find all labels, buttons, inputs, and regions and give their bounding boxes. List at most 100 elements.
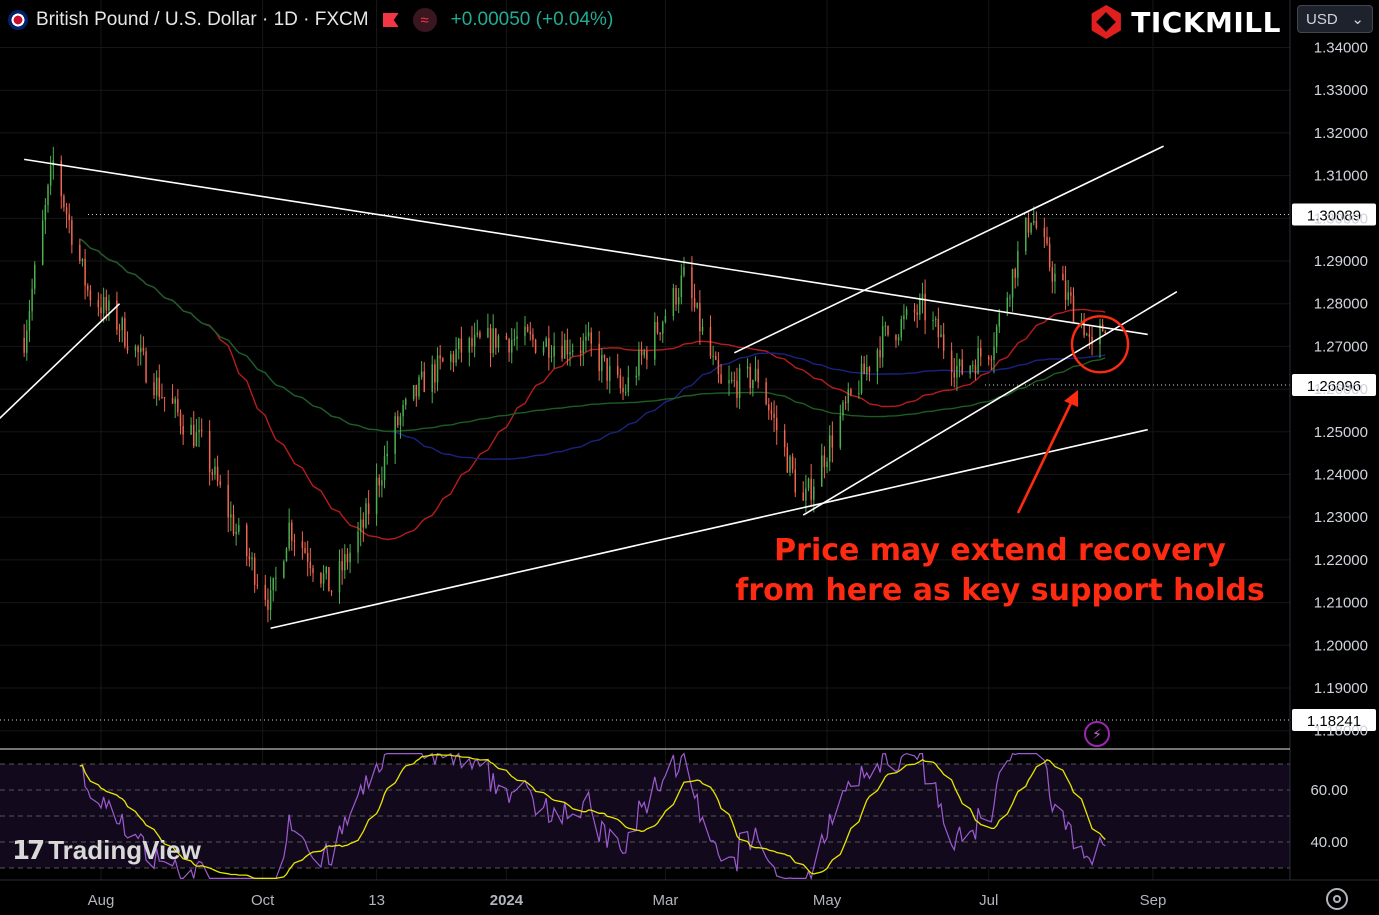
candle-body (49, 166, 52, 186)
candle-body (471, 338, 473, 347)
candle-body (81, 258, 84, 262)
trendlines[interactable] (0, 145, 1178, 630)
candle-body (328, 567, 330, 592)
candle-body (497, 336, 500, 348)
candle-body (344, 554, 346, 571)
trendline (0, 303, 121, 420)
candle-body (563, 339, 566, 359)
candle-body (362, 519, 365, 528)
candle-body (97, 300, 100, 308)
candle-body (1043, 227, 1046, 238)
candle-body (757, 368, 759, 383)
flag-icon[interactable] (382, 13, 399, 27)
candle-body (341, 561, 343, 571)
symbol-header: British Pound / U.S. Dollar · 1D · FXCM … (8, 6, 613, 34)
candle-body (330, 591, 333, 593)
candle-body (701, 326, 704, 332)
candle-body (585, 336, 587, 341)
candle-body (190, 424, 192, 435)
currency-select[interactable]: USD ⌄ (1297, 5, 1373, 33)
candle-body (916, 312, 918, 315)
trendline (802, 291, 1178, 516)
y-tick-label: 1.31000 (1314, 168, 1368, 185)
candle-body (942, 334, 945, 351)
symbol-title[interactable]: British Pound / U.S. Dollar · 1D · FXCM (36, 9, 369, 30)
price-label-box (1292, 709, 1376, 731)
candle-body (124, 318, 126, 347)
candle-body (550, 356, 553, 358)
candle-body (643, 351, 645, 356)
x-tick-label: Jul (979, 892, 998, 909)
candle-body (476, 332, 479, 335)
candle-body (821, 455, 823, 487)
candle-body (601, 355, 603, 371)
candle-body (1017, 251, 1019, 278)
candle-body (738, 368, 741, 398)
candle-body (516, 336, 518, 340)
candle-body (736, 380, 738, 398)
candle-body (1051, 267, 1054, 282)
trendline (733, 145, 1164, 354)
candle-body (248, 556, 251, 560)
candle-body (89, 290, 92, 301)
candle-body (810, 478, 812, 500)
annotation-line-2: from here as key support holds (735, 573, 1264, 608)
candle-body (765, 382, 767, 405)
candle-body (291, 522, 293, 541)
candle-body (990, 359, 993, 361)
candle-body (238, 525, 240, 532)
candle-body (412, 385, 415, 400)
tickmill-logo: TICKMILL (1089, 4, 1281, 40)
candle-body (598, 343, 600, 371)
candle-body (638, 350, 640, 376)
y-tick-label: 1.29000 (1314, 253, 1368, 270)
candle-body (940, 334, 942, 338)
candle-body (730, 380, 733, 382)
candle-body (208, 431, 211, 473)
y-tick-label: 1.24000 (1314, 467, 1368, 484)
candle-body (264, 584, 267, 600)
tradingview-watermark: 𝟭𝟳 TradingView (12, 835, 201, 866)
y-tick-label: 1.32000 (1314, 125, 1368, 142)
candle-body (606, 358, 608, 381)
candle-body (1030, 222, 1032, 233)
candle-body (26, 330, 28, 353)
wave-icon[interactable]: ≈ (412, 8, 437, 32)
candle-body (436, 355, 439, 383)
candle-body (805, 488, 807, 501)
candle-body (677, 297, 680, 305)
rsi-panel: 60.00 40.00 (0, 752, 1348, 881)
candle-body (897, 337, 900, 341)
candle-body (903, 315, 905, 320)
candle-body (1046, 237, 1048, 244)
candle-body (972, 365, 974, 367)
settings-icon[interactable] (1326, 888, 1348, 910)
y-tick-label: 1.34000 (1314, 40, 1368, 57)
candle-body (831, 435, 834, 448)
candle-body (813, 486, 815, 500)
candle-body (460, 338, 463, 353)
candle-body (590, 332, 592, 344)
candle-body (1070, 292, 1072, 296)
y-tick-label: 1.23000 (1314, 509, 1368, 526)
y-tick-label: 1.33000 (1314, 82, 1368, 99)
candle-body (468, 338, 471, 353)
candle-body (932, 319, 934, 321)
candle-body (675, 287, 677, 305)
candle-body (227, 484, 229, 518)
candle-body (770, 410, 773, 414)
candle-body (659, 332, 661, 334)
tradingview-logo-icon: 𝟭𝟳 (12, 835, 45, 865)
candle-body (566, 339, 569, 355)
tickmill-mark-icon (1091, 5, 1121, 39)
candle-body (214, 466, 216, 475)
candle-body (415, 385, 418, 397)
candle-body (603, 355, 606, 359)
lightning-icon[interactable]: ⚡ (1084, 721, 1110, 747)
candle-body (587, 332, 590, 337)
x-tick-label: 2024 (490, 892, 524, 909)
annotation-markers (1016, 315, 1130, 514)
candle-body (609, 365, 611, 381)
rsi-tick-label: 40.00 (1310, 834, 1348, 851)
